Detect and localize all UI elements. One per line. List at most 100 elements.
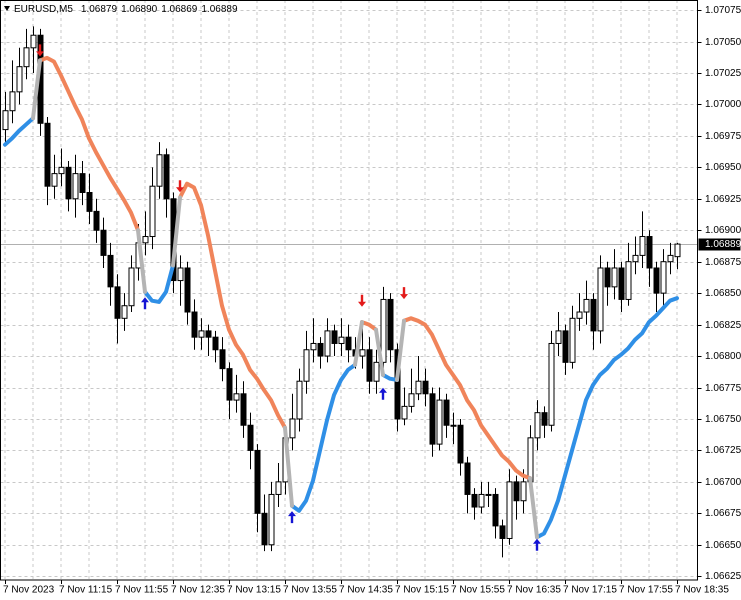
candle-body	[457, 424, 464, 464]
last-price-tag	[698, 238, 741, 251]
indicator-line	[3, 116, 679, 540]
candle-body	[338, 336, 345, 344]
y-tick-label: 1.07050	[705, 37, 741, 48]
candle-body	[317, 342, 324, 357]
header: EURUSD,M5 1.06879 1.06890 1.06869 1.06889	[14, 4, 238, 15]
candle-body	[401, 405, 408, 420]
candle-body	[492, 493, 499, 527]
candle-body	[310, 342, 317, 351]
x-tick-label: 7 Nov 16:35	[507, 585, 561, 596]
candle-body	[429, 393, 436, 445]
signal-arrow	[358, 294, 366, 307]
candle-body	[156, 154, 163, 187]
y-tick-label: 1.07000	[705, 99, 741, 110]
y-tick-label: 1.06625	[705, 571, 741, 582]
candle-body	[513, 481, 520, 502]
x-tick-label: 7 Nov 17:15	[563, 585, 617, 596]
candle-body	[387, 298, 394, 351]
y-tick-label: 1.06675	[705, 508, 741, 519]
y-tick-label: 1.06850	[705, 288, 741, 299]
y-tick-label: 1.06700	[705, 477, 741, 488]
candle-body	[359, 349, 366, 357]
x-tick-label: 7 Nov 15:15	[395, 585, 449, 596]
candle-body	[646, 236, 653, 269]
y-tick-label: 1.06975	[705, 131, 741, 142]
candle-body	[9, 91, 16, 112]
signal-arrow	[533, 538, 541, 551]
candle-body	[506, 481, 513, 539]
candle-body	[394, 349, 401, 420]
candle-body	[163, 154, 170, 200]
candle-body	[632, 254, 639, 263]
candle-body	[527, 437, 534, 483]
last-price-label: 1.06889	[705, 239, 741, 250]
candle-body	[289, 418, 296, 439]
candle-body	[86, 191, 93, 212]
candle-body	[114, 286, 121, 319]
indicator-line	[31, 58, 539, 540]
candle-body	[569, 317, 576, 363]
candle-body	[30, 34, 37, 49]
signal-arrow	[400, 287, 408, 300]
signal-arrow	[141, 297, 149, 310]
y-tick-label: 1.06925	[705, 194, 741, 205]
candle-body	[275, 481, 282, 495]
candle-body	[296, 380, 303, 420]
x-tick-label: 7 Nov 2023	[3, 585, 55, 596]
candle-body	[653, 267, 660, 294]
candle-body	[373, 361, 380, 382]
y-tick-label: 1.06900	[705, 225, 741, 236]
candle-body	[219, 349, 226, 370]
y-tick-label: 1.06775	[705, 383, 741, 394]
candle-body	[597, 267, 604, 332]
y-tick-label: 1.06875	[705, 257, 741, 268]
candle-body	[261, 512, 268, 546]
candle-body	[660, 261, 667, 294]
y-tick-label: 1.07025	[705, 68, 741, 79]
candle-body	[380, 298, 387, 363]
x-tick-label: 7 Nov 15:55	[451, 585, 505, 596]
candle-body	[254, 449, 261, 514]
candle-body	[604, 267, 611, 288]
header-value: 1.06879	[81, 4, 118, 15]
candle-body	[415, 380, 422, 395]
candle-body	[23, 47, 30, 68]
candle-body	[674, 243, 681, 258]
candle-body	[618, 267, 625, 300]
candle-body	[443, 399, 450, 426]
candle-body	[198, 330, 205, 338]
candle-body	[212, 336, 219, 351]
x-tick-label: 7 Nov 18:35	[675, 585, 729, 596]
candle-body	[541, 412, 548, 426]
candle-body	[471, 493, 478, 508]
candle-body	[331, 330, 338, 344]
candle-body	[639, 236, 646, 256]
x-tick-label: 7 Nov 14:35	[339, 585, 393, 596]
candle-body	[576, 311, 583, 319]
candle-body	[534, 412, 541, 439]
signal-arrow	[379, 387, 387, 400]
header-icon	[4, 6, 10, 11]
candle-body	[233, 393, 240, 401]
y-tick-label: 1.06950	[705, 162, 741, 173]
candle-body	[44, 122, 51, 187]
candle-body	[478, 493, 485, 508]
candle-body	[555, 330, 562, 344]
x-tick-label: 7 Nov 17:55	[619, 585, 673, 596]
indicator-line	[38, 55, 532, 481]
candle-body	[79, 173, 86, 193]
y-tick-label: 1.06825	[705, 320, 741, 331]
y-tick-label: 1.07075	[705, 5, 741, 16]
x-tick-label: 7 Nov 11:55	[115, 585, 169, 596]
y-tick-label: 1.06800	[705, 351, 741, 362]
signal-arrow	[176, 180, 184, 193]
y-tick-label: 1.06750	[705, 414, 741, 425]
y-tick-label: 1.06725	[705, 445, 741, 456]
candle-body	[562, 330, 569, 363]
candle-body	[107, 254, 114, 288]
candle-body	[142, 236, 149, 244]
candle-body	[149, 185, 156, 238]
candle-body	[65, 166, 72, 200]
